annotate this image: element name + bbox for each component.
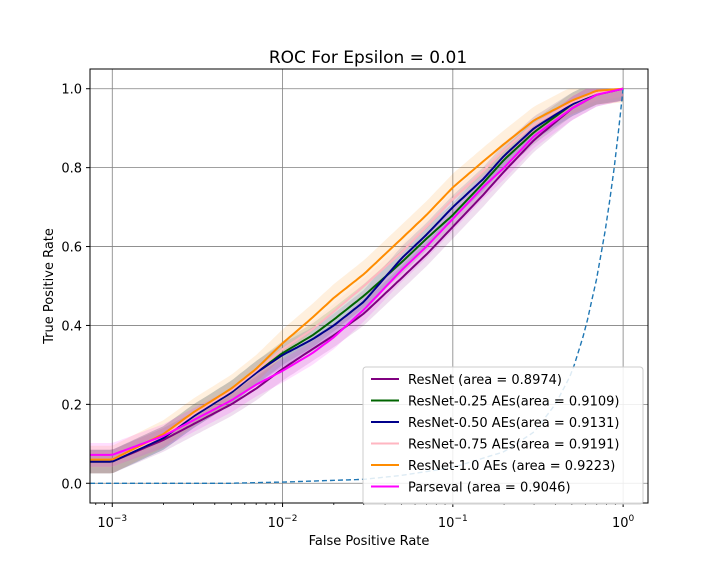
x-tick-label: 10−2	[268, 514, 298, 531]
band-series-0	[90, 88, 624, 474]
band-series-5	[90, 88, 624, 467]
x-tick-label: 100	[612, 514, 635, 531]
legend-entry-5: Parseval (area = 0.9046)	[408, 481, 571, 496]
y-tick-label: 0.4	[61, 319, 82, 334]
y-axis-ticks: 0.0 0.2 0.4 0.6 0.8 1.0	[61, 83, 90, 492]
band-series-1	[90, 88, 624, 474]
line-series-5	[90, 87, 624, 456]
chart-title: ROC For Epsilon = 0.01	[269, 48, 467, 68]
legend-entry-3: ResNet-0.75 AEs(area = 0.9191)	[408, 438, 619, 453]
legend: ResNet (area = 0.8974) ResNet-0.25 AEs(ar…	[362, 366, 644, 505]
legend-box	[362, 366, 644, 505]
x-tick-label: 10−1	[438, 514, 468, 531]
legend-entry-1: ResNet-0.25 AEs(area = 0.9109)	[408, 395, 619, 410]
x-tick-label: 10−3	[97, 514, 127, 531]
y-tick-label: 0.2	[61, 398, 82, 413]
y-tick-label: 0.6	[61, 241, 82, 256]
line-series-3	[90, 87, 624, 461]
y-tick-label: 0.8	[61, 162, 82, 177]
y-axis-label: True Positive Rate	[42, 228, 57, 345]
y-tick-label: 0.0	[61, 477, 82, 492]
chance-reference-line	[90, 88, 624, 484]
x-axis-label: False Positive Rate	[309, 534, 430, 549]
line-series-4	[90, 87, 624, 461]
x-axis-ticks: 10−3 10−2 10−1 100	[95, 503, 635, 531]
line-series-0	[90, 87, 624, 463]
y-tick-label: 1.0	[61, 83, 82, 98]
legend-entry-2: ResNet-0.50 AEs(area = 0.9131)	[408, 416, 619, 431]
legend-entry-0: ResNet (area = 0.8974)	[408, 373, 562, 388]
legend-entry-4: ResNet-1.0 AEs (area = 0.9223)	[408, 459, 615, 474]
series-lines	[90, 87, 624, 484]
